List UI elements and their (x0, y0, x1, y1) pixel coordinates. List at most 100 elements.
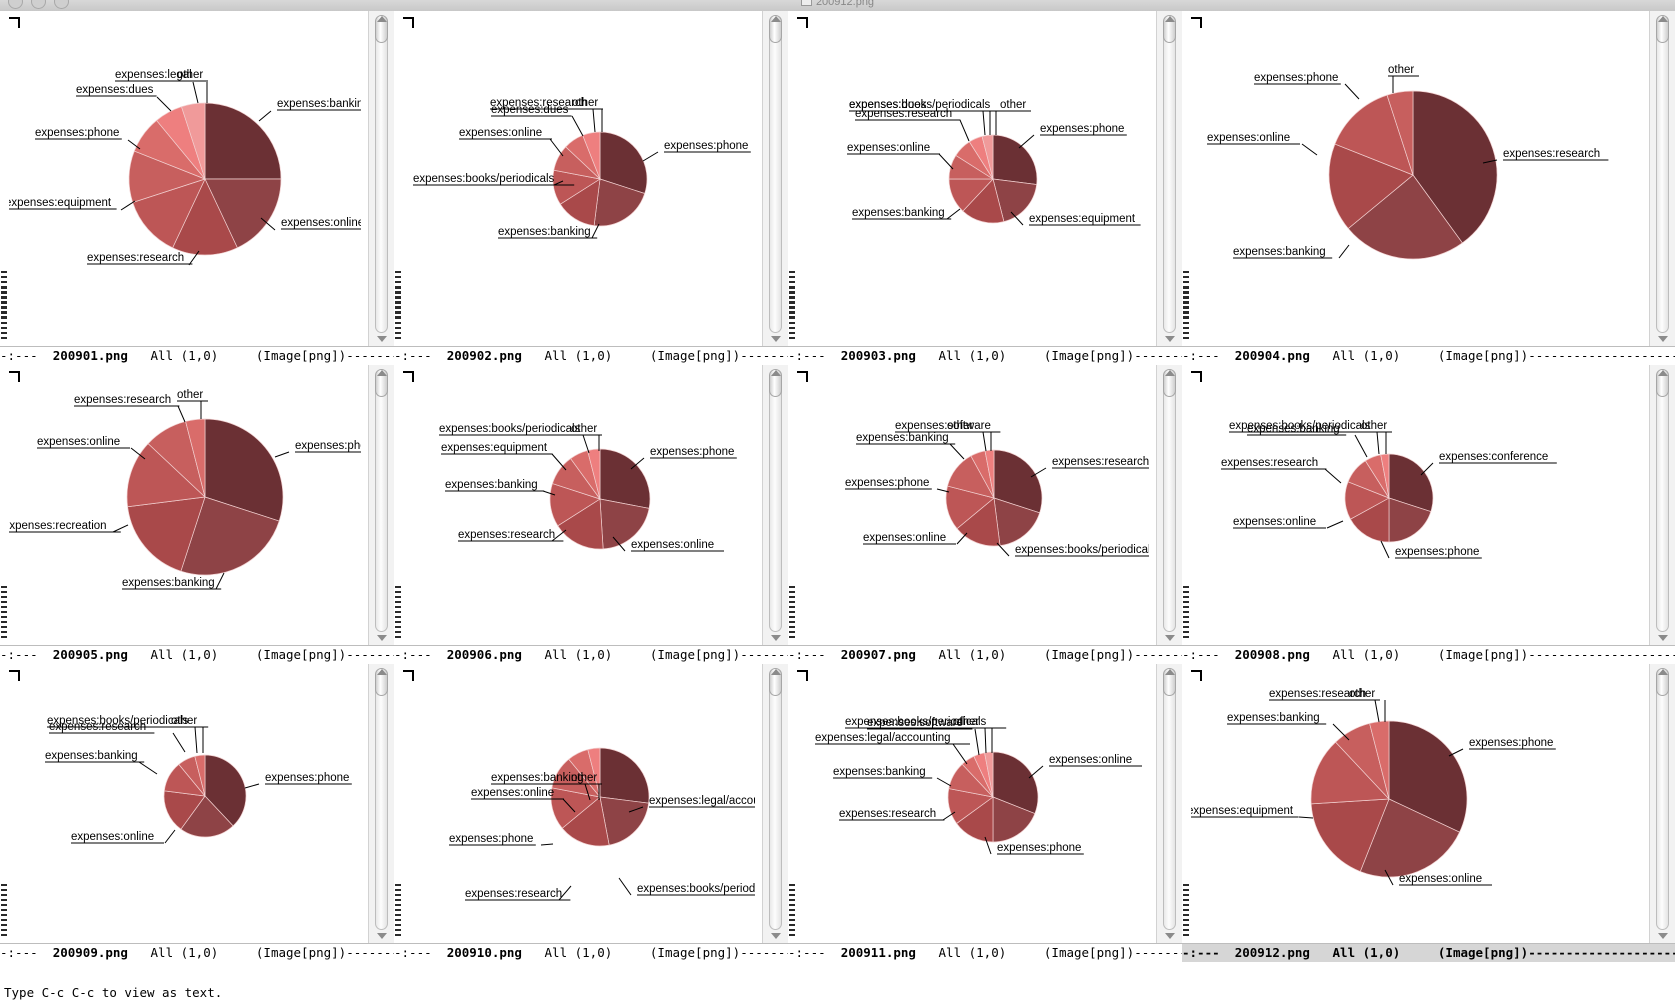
image-buffer[interactable]: expenses:phone expenses:online expenses:re… (394, 365, 788, 646)
scroll-up-arrow-icon[interactable] (770, 370, 781, 376)
scrollbar-track[interactable] (1656, 379, 1669, 632)
scroll-down-arrow-icon[interactable] (1657, 336, 1668, 342)
scroll-down-arrow-icon[interactable] (376, 933, 387, 939)
scrollbar-thumb[interactable] (1163, 369, 1176, 397)
chart-area: expenses:phone expenses:online expenses:ba… (9, 664, 361, 944)
image-buffer[interactable]: expenses:phone expenses:online expenses:eq… (1182, 664, 1675, 944)
scrollbar-track[interactable] (1656, 25, 1669, 333)
scroll-down-arrow-icon[interactable] (770, 336, 781, 342)
scrollbar-thumb[interactable] (375, 15, 388, 43)
emacs-window-200904[interactable]: expenses:research expenses:banking expense… (1182, 11, 1675, 365)
emacs-window-200901[interactable]: expenses:banking expenses:online expenses:… (0, 11, 394, 365)
scroll-up-arrow-icon[interactable] (770, 16, 781, 22)
vertical-scrollbar[interactable] (1156, 11, 1182, 347)
vertical-scrollbar[interactable] (1649, 664, 1675, 944)
mode-line[interactable]: -:--- 200908.png All (1,0) (Image[png])-… (1182, 645, 1675, 664)
mode-line[interactable]: -:--- 200903.png All (1,0) (Image[png])-… (788, 346, 1182, 365)
scrollbar-track[interactable] (769, 678, 782, 930)
emacs-window-200902[interactable]: expenses:phone expenses:banking expenses:b… (394, 11, 788, 365)
scrollbar-thumb[interactable] (1656, 668, 1669, 696)
vertical-scrollbar[interactable] (1649, 365, 1675, 646)
scrollbar-track[interactable] (375, 25, 388, 333)
emacs-window-200906[interactable]: expenses:phone expenses:online expenses:re… (394, 365, 788, 664)
vertical-scrollbar[interactable] (762, 365, 788, 646)
scrollbar-track[interactable] (375, 379, 388, 632)
emacs-window-200903[interactable]: expenses:phone expenses:equipment expenses… (788, 11, 1182, 365)
emacs-window-200907[interactable]: expenses:research expenses:books/periodic… (788, 365, 1182, 664)
emacs-window-200912[interactable]: expenses:phone expenses:online expenses:eq… (1182, 664, 1675, 962)
scrollbar-track[interactable] (375, 678, 388, 930)
image-buffer[interactable]: expenses:banking expenses:online expenses:… (0, 11, 394, 347)
mode-line-buffer-name: 200910.png (446, 945, 522, 960)
mode-line[interactable]: -:--- 200902.png All (1,0) (Image[png])-… (394, 346, 788, 365)
scroll-down-arrow-icon[interactable] (770, 933, 781, 939)
vertical-scrollbar[interactable] (368, 365, 394, 646)
scrollbar-thumb[interactable] (1656, 369, 1669, 397)
scrollbar-thumb[interactable] (375, 668, 388, 696)
scroll-down-arrow-icon[interactable] (1657, 933, 1668, 939)
scroll-down-arrow-icon[interactable] (376, 336, 387, 342)
image-buffer[interactable]: expenses:phone expenses:banking expenses:r… (0, 365, 394, 646)
scrollbar-thumb[interactable] (1163, 668, 1176, 696)
scrollbar-thumb[interactable] (769, 668, 782, 696)
emacs-window-200908[interactable]: expenses:conference expenses:phone expense… (1182, 365, 1675, 664)
scrollbar-thumb[interactable] (375, 369, 388, 397)
image-buffer[interactable]: expenses:online expenses:phone expenses:re… (788, 664, 1182, 944)
scrollbar-thumb[interactable] (769, 15, 782, 43)
scrollbar-thumb[interactable] (769, 369, 782, 397)
mode-line[interactable]: -:--- 200910.png All (1,0) (Image[png])-… (394, 943, 788, 962)
scroll-up-arrow-icon[interactable] (376, 669, 387, 675)
scroll-up-arrow-icon[interactable] (770, 669, 781, 675)
scroll-down-arrow-icon[interactable] (1164, 635, 1175, 641)
emacs-window-200905[interactable]: expenses:phone expenses:banking expenses:r… (0, 365, 394, 664)
vertical-scrollbar[interactable] (762, 11, 788, 347)
scrollbar-track[interactable] (1163, 25, 1176, 333)
scrollbar-track[interactable] (769, 379, 782, 632)
scroll-down-arrow-icon[interactable] (770, 635, 781, 641)
scroll-down-arrow-icon[interactable] (1164, 933, 1175, 939)
scroll-up-arrow-icon[interactable] (1657, 669, 1668, 675)
mode-line[interactable]: -:--- 200905.png All (1,0) (Image[png])-… (0, 645, 394, 664)
emacs-window-200909[interactable]: expenses:phone expenses:online expenses:ba… (0, 664, 394, 962)
image-buffer[interactable]: expenses:research expenses:books/periodic… (788, 365, 1182, 646)
image-buffer[interactable]: expenses:phone expenses:equipment expenses… (788, 11, 1182, 347)
mode-line[interactable]: -:--- 200909.png All (1,0) (Image[png])-… (0, 943, 394, 962)
scroll-up-arrow-icon[interactable] (1657, 16, 1668, 22)
image-buffer[interactable]: expenses:phone expenses:banking expenses:b… (394, 11, 788, 347)
mode-line[interactable]: -:--- 200911.png All (1,0) (Image[png])-… (788, 943, 1182, 962)
vertical-scrollbar[interactable] (1156, 365, 1182, 646)
vertical-scrollbar[interactable] (368, 664, 394, 944)
scrollbar-track[interactable] (769, 25, 782, 333)
scrollbar-track[interactable] (1656, 678, 1669, 930)
vertical-scrollbar[interactable] (762, 664, 788, 944)
scrollbar-thumb[interactable] (1163, 15, 1176, 43)
mode-line[interactable]: -:--- 200906.png All (1,0) (Image[png])-… (394, 645, 788, 664)
scrollbar-track[interactable] (1163, 379, 1176, 632)
vertical-scrollbar[interactable] (1649, 11, 1675, 347)
scroll-up-arrow-icon[interactable] (1164, 370, 1175, 376)
scroll-up-arrow-icon[interactable] (1164, 16, 1175, 22)
scroll-up-arrow-icon[interactable] (1164, 669, 1175, 675)
emacs-window-200910[interactable]: expenses:legal/accounting expenses:books/… (394, 664, 788, 962)
image-buffer[interactable]: expenses:research expenses:banking expense… (1182, 11, 1675, 347)
scroll-up-arrow-icon[interactable] (1657, 370, 1668, 376)
image-buffer[interactable]: expenses:conference expenses:phone expense… (1182, 365, 1675, 646)
image-buffer[interactable]: expenses:phone expenses:online expenses:ba… (0, 664, 394, 944)
vertical-scrollbar[interactable] (1156, 664, 1182, 944)
mode-line[interactable]: -:--- 200912.png All (1,0) (Image[png])-… (1182, 943, 1675, 962)
emacs-window-200911[interactable]: expenses:online expenses:phone expenses:re… (788, 664, 1182, 962)
vertical-scrollbar[interactable] (368, 11, 394, 347)
mode-line[interactable]: -:--- 200901.png All (1,0) (Image[png])-… (0, 346, 394, 365)
window-controls[interactable] (8, 0, 69, 9)
scroll-down-arrow-icon[interactable] (1657, 635, 1668, 641)
scroll-down-arrow-icon[interactable] (1164, 336, 1175, 342)
scroll-up-arrow-icon[interactable] (376, 370, 387, 376)
image-buffer[interactable]: expenses:legal/accounting expenses:books/… (394, 664, 788, 944)
scrollbar-thumb[interactable] (1656, 15, 1669, 43)
mode-line[interactable]: -:--- 200907.png All (1,0) (Image[png])-… (788, 645, 1182, 664)
scrollbar-track[interactable] (1163, 678, 1176, 930)
mode-line[interactable]: -:--- 200904.png All (1,0) (Image[png])-… (1182, 346, 1675, 365)
truncation-mark-icon (1183, 606, 1189, 608)
scroll-down-arrow-icon[interactable] (376, 635, 387, 641)
scroll-up-arrow-icon[interactable] (376, 16, 387, 22)
